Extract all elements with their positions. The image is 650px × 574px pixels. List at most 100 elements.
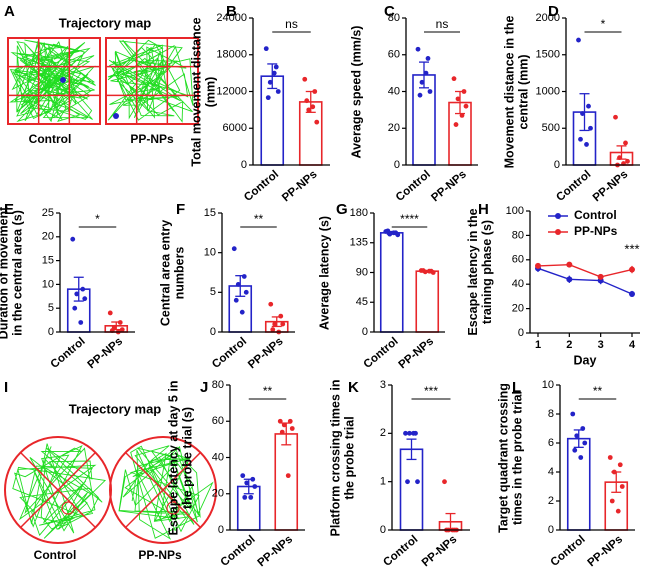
data-point	[453, 122, 459, 127]
y-tick-label: 80	[212, 379, 224, 391]
x-axis-label: Day	[574, 353, 597, 367]
significance: *	[95, 212, 100, 226]
y-tick-label: 12000	[216, 85, 247, 97]
data-point	[427, 89, 433, 94]
data-point	[415, 479, 420, 485]
map-title: Trajectory map	[69, 401, 162, 416]
data-point	[574, 433, 580, 439]
y-axis-label: Duration of movement in the central area…	[0, 206, 24, 339]
y-tick-label: 10	[42, 278, 54, 290]
y-tick-label: 10	[542, 379, 554, 391]
y-tick-label: 18000	[216, 49, 247, 61]
bar	[379, 232, 404, 333]
y-tick-label: 60	[512, 254, 524, 266]
data-point	[235, 282, 241, 287]
data-point	[576, 37, 581, 43]
series-point	[535, 262, 541, 269]
x-tick-label: 2	[566, 339, 572, 351]
y-tick-label: 20	[512, 303, 524, 315]
data-point	[617, 155, 622, 161]
bar	[566, 437, 591, 531]
y-tick-label: 1500	[536, 49, 560, 61]
data-point	[417, 92, 423, 98]
data-point	[580, 426, 586, 431]
y-axis-label: Movement distance in the central (mm)	[502, 15, 530, 168]
y-tick-label: 20	[212, 488, 224, 500]
data-point	[411, 430, 416, 436]
data-point	[455, 96, 461, 102]
x-tick-label: 1	[535, 339, 541, 351]
data-point	[426, 268, 432, 274]
y-tick-label: 0	[48, 326, 54, 338]
data-point	[385, 228, 391, 234]
panel-letter: I	[4, 379, 8, 396]
data-point	[270, 327, 276, 333]
x-tick-label: Control	[554, 168, 593, 203]
data-point	[278, 313, 284, 319]
data-point	[623, 140, 628, 146]
trajectory-map-a: A Trajectory map Control PP-NPs	[4, 3, 199, 146]
data-point	[578, 136, 583, 142]
map-label: Control	[34, 548, 77, 562]
panel-letter: F	[176, 201, 185, 218]
data-point	[277, 418, 283, 424]
data-point	[289, 426, 295, 431]
trajectory	[12, 443, 107, 539]
trajectory	[9, 39, 96, 123]
y-tick-label: 40	[212, 451, 224, 463]
data-point	[285, 473, 291, 479]
data-point	[613, 114, 618, 120]
y-tick-label: 0	[518, 327, 524, 339]
animal	[113, 113, 119, 119]
data-point	[231, 246, 237, 252]
series-point	[566, 261, 573, 268]
data-point	[451, 76, 457, 82]
significance: ns	[436, 17, 449, 31]
data-point	[584, 142, 589, 147]
y-tick-label: 0	[554, 159, 560, 171]
platform	[166, 501, 180, 515]
data-point	[423, 70, 429, 76]
y-tick-label: 135	[350, 237, 368, 249]
panel-letter: A	[4, 3, 15, 20]
data-point	[570, 411, 576, 417]
trajectory	[107, 39, 194, 123]
data-point	[280, 321, 286, 327]
data-point	[281, 422, 287, 428]
data-point	[265, 95, 271, 101]
legend-marker	[555, 229, 561, 235]
x-tick-label: 4	[629, 339, 636, 351]
legend-label: Control	[574, 208, 617, 222]
y-axis-label: Platform crossing times in the probe tri…	[328, 379, 356, 536]
map-label: PP-NPs	[130, 132, 174, 146]
y-tick-label: 20	[42, 231, 54, 243]
y-tick-label: 2000	[536, 12, 560, 24]
x-tick-label: 3	[598, 339, 604, 351]
arena	[7, 37, 101, 125]
y-tick-label: 100	[506, 205, 524, 217]
x-tick-label: Control	[394, 168, 433, 203]
legend-marker	[555, 213, 561, 219]
data-point	[461, 89, 467, 94]
data-point	[267, 79, 273, 85]
data-point	[78, 320, 84, 325]
data-point	[314, 119, 320, 125]
data-point	[252, 484, 258, 489]
data-point	[302, 76, 308, 82]
pool	[109, 436, 217, 544]
panel-letter: J	[200, 379, 208, 396]
bar	[260, 75, 285, 166]
data-point	[243, 289, 249, 295]
data-point	[119, 327, 125, 333]
y-tick-label: 45	[356, 296, 368, 308]
data-point	[310, 104, 316, 110]
data-point	[244, 480, 250, 486]
y-axis-label: Average latency (s)	[317, 215, 331, 330]
data-point	[395, 232, 401, 238]
significance: *	[601, 17, 606, 31]
series-point	[597, 273, 604, 280]
data-point	[248, 494, 254, 500]
y-tick-label: 8	[548, 408, 554, 420]
significance: **	[254, 212, 264, 226]
bar	[399, 448, 424, 531]
